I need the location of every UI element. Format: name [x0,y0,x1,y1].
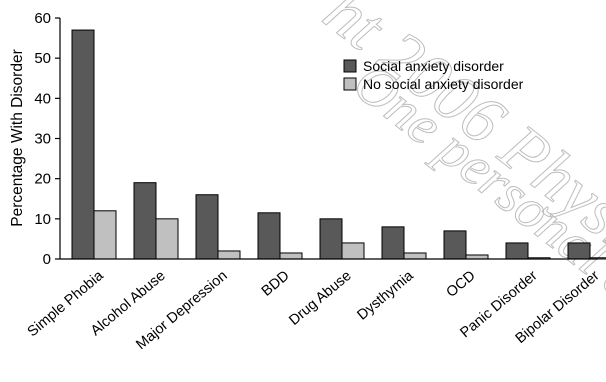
bar-no-sad-5 [403,252,427,260]
bar-sad-2 [195,194,219,260]
y-tick-label-10: 10 [34,211,51,228]
legend-swatch-1 [343,77,357,91]
y-tick-label-60: 60 [34,10,51,27]
x-tick-label-4: Drug Abuse [286,268,354,329]
y-axis-label: Percentage With Disorder [9,49,26,226]
legend: Social anxiety disorder No social anxiety… [343,58,524,92]
bar-no-sad-8 [589,257,606,260]
y-tick-label-20: 20 [34,171,51,188]
bar-sad-3 [257,212,281,260]
bar-no-sad-1 [155,218,179,260]
legend-label-1: No social anxiety disorder [363,76,524,92]
bar-sad-6 [443,230,467,260]
bar-no-sad-2 [217,250,241,260]
y-tick-label-0: 0 [43,251,51,268]
bar-no-sad-4 [341,242,365,260]
bar-sad-0 [71,29,95,260]
bar-sad-7 [505,242,529,260]
x-tick-label-5: Dysthymia [354,267,417,323]
bar-no-sad-0 [93,210,117,260]
legend-swatch-0 [343,59,357,73]
y-tick-label-30: 30 [34,131,51,148]
bar-sad-5 [381,226,405,260]
bar-sad-4 [319,218,343,260]
x-tick-label-3: BDD [259,268,293,300]
y-tick-label-50: 50 [34,50,51,67]
bar-no-sad-6 [465,254,489,260]
x-tick-label-6: OCD [444,268,479,301]
bar-sad-8 [567,242,591,260]
bar-no-sad-3 [279,252,303,260]
y-tick-label-40: 40 [34,90,51,107]
bar-sad-1 [133,182,157,260]
legend-label-0: Social anxiety disorder [363,58,504,74]
